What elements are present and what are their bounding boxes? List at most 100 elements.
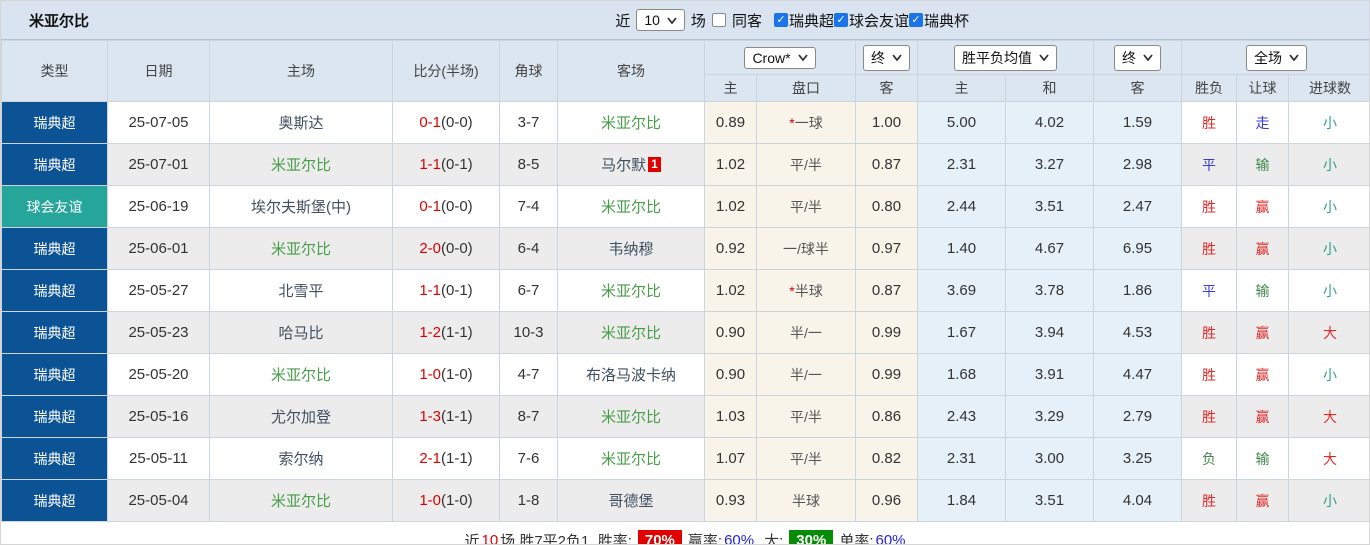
- home-team-link[interactable]: 米亚尔比: [270, 493, 331, 510]
- handicap-text: 半/一: [790, 324, 822, 341]
- result-goals-mark: 大: [1323, 408, 1338, 425]
- match-row: 瑞典超 25-05-20 米亚尔比 1-0(1-0) 4-7 布洛马波卡纳 0.90 半/一 0…: [1, 353, 1369, 396]
- home-team-link[interactable]: 埃尔夫斯堡(中): [251, 199, 351, 216]
- fulltime-score: 1-0: [419, 492, 441, 509]
- crown-home-odds: 0.93: [704, 479, 757, 522]
- home-team-link[interactable]: 米亚尔比: [270, 157, 331, 174]
- sub-header-avg-away: 客: [1093, 74, 1182, 102]
- date-cell: 25-05-04: [107, 479, 210, 522]
- home-team-link[interactable]: 尤尔加登: [270, 409, 331, 426]
- away-team-link[interactable]: 米亚尔比: [600, 451, 661, 468]
- result-handicap: 输: [1236, 143, 1289, 186]
- avg-time-value: 终: [1122, 49, 1136, 66]
- crown-home-odds: 1.07: [704, 437, 757, 480]
- fulltime-score: 2-1: [419, 450, 441, 467]
- away-team-link[interactable]: 马尔默: [601, 157, 647, 174]
- away-team-link[interactable]: 米亚尔比: [600, 283, 661, 300]
- league-2-checkbox[interactable]: ✓: [833, 13, 848, 27]
- avg-type-select[interactable]: 胜平负均值: [954, 44, 1057, 71]
- result-goals: 小: [1287, 143, 1369, 186]
- date-cell: 25-05-27: [107, 269, 210, 312]
- home-team-cell: 尤尔加登: [209, 395, 393, 438]
- handicap-text: *半球: [789, 282, 823, 299]
- home-team-link[interactable]: 哈马比: [278, 325, 324, 342]
- scope-select[interactable]: 全场: [1246, 44, 1308, 71]
- avg-home-odds: 2.43: [917, 395, 1006, 438]
- footer-summary: 场,胜7平2负1, 胜率:: [500, 532, 632, 545]
- home-team-link[interactable]: 米亚尔比: [270, 367, 331, 384]
- league-1-checkbox[interactable]: ✓: [773, 13, 788, 27]
- away-team-cell: 米亚尔比: [557, 101, 705, 144]
- avg-home-odds: 2.44: [917, 185, 1006, 228]
- handicap-text: 半/一: [790, 366, 822, 383]
- avg-away-odds: 1.59: [1093, 101, 1182, 144]
- handicap-cell: 半/一: [756, 311, 856, 354]
- result-handicap-mark: 赢: [1255, 408, 1270, 425]
- sub-header-wdl: 胜负: [1181, 74, 1237, 102]
- away-team-link[interactable]: 米亚尔比: [600, 199, 661, 216]
- result-handicap: 赢: [1236, 479, 1289, 522]
- crown-away-odds: 0.97: [855, 227, 918, 270]
- result-handicap: 输: [1236, 437, 1289, 480]
- result-goals: 大: [1287, 395, 1369, 438]
- home-team-link[interactable]: 北雪平: [278, 283, 324, 300]
- result-handicap-mark: 赢: [1255, 198, 1270, 215]
- league-type-cell: 瑞典超: [1, 311, 108, 354]
- home-team-link[interactable]: 索尔纳: [278, 451, 324, 468]
- score-cell: 1-1(0-1): [392, 269, 500, 312]
- odds-time-select[interactable]: 终: [863, 44, 910, 71]
- filter-league-3: ✓ 瑞典杯: [908, 10, 969, 31]
- match-row: 瑞典超 25-05-23 哈马比 1-2(1-1) 10-3 米亚尔比 0.90 半/一 0.9…: [1, 311, 1369, 354]
- result-handicap: 赢: [1236, 395, 1289, 438]
- avg-away-odds: 4.47: [1093, 353, 1182, 396]
- away-team-link[interactable]: 米亚尔比: [600, 325, 661, 342]
- result-goals-mark: 小: [1323, 114, 1338, 131]
- result-goals-mark: 小: [1323, 156, 1338, 173]
- avg-time-select[interactable]: 终: [1114, 44, 1161, 71]
- sub-header-avg-draw: 和: [1005, 74, 1094, 102]
- crown-away-odds: 0.96: [855, 479, 918, 522]
- match-row: 瑞典超 25-05-27 北雪平 1-1(0-1) 6-7 米亚尔比 1.02 *半球 0.87…: [1, 269, 1369, 312]
- crown-away-odds: 1.00: [855, 101, 918, 144]
- result-wdl: 胜: [1181, 395, 1237, 438]
- home-team-cell: 奥斯达: [209, 101, 393, 144]
- result-wdl: 胜: [1181, 311, 1237, 354]
- scope-value: 全场: [1254, 49, 1283, 66]
- handicap-cell: 平/半: [756, 143, 856, 186]
- chevron-down-icon: [892, 54, 902, 61]
- result-handicap-mark: 输: [1255, 282, 1270, 299]
- result-handicap-mark: 赢: [1255, 492, 1270, 509]
- home-team-link[interactable]: 米亚尔比: [270, 241, 331, 258]
- result-handicap: 赢: [1236, 227, 1289, 270]
- avg-draw-odds: 3.78: [1005, 269, 1094, 312]
- away-team-link[interactable]: 韦纳穆: [608, 241, 654, 258]
- odds-company-select[interactable]: Crow*: [744, 46, 816, 69]
- footer-count: 10: [481, 531, 499, 545]
- away-team-link[interactable]: 米亚尔比: [600, 409, 661, 426]
- avg-draw-odds: 3.27: [1005, 143, 1094, 186]
- result-wdl-mark: 胜: [1202, 492, 1216, 509]
- home-team-link[interactable]: 奥斯达: [278, 115, 324, 132]
- sub-header-goals: 进球数: [1287, 74, 1369, 102]
- result-wdl-mark: 胜: [1202, 324, 1216, 341]
- corner-cell: 8-5: [499, 143, 558, 186]
- sub-header-crown-away: 客: [855, 74, 918, 102]
- handicap-text: 平/半: [790, 408, 822, 425]
- crown-away-odds: 0.99: [855, 311, 918, 354]
- result-wdl-mark: 胜: [1202, 366, 1216, 383]
- league-3-checkbox[interactable]: ✓: [908, 13, 923, 27]
- same-away-checkbox[interactable]: [711, 13, 726, 27]
- match-row: 瑞典超 25-05-11 索尔纳 2-1(1-1) 7-6 米亚尔比 1.07 平/半 0.82…: [1, 437, 1369, 480]
- away-team-link[interactable]: 布洛马波卡纳: [585, 367, 676, 384]
- away-team-link[interactable]: 米亚尔比: [600, 115, 661, 132]
- away-team-link[interactable]: 哥德堡: [608, 493, 654, 510]
- date-cell: 25-05-23: [107, 311, 210, 354]
- home-team-cell: 米亚尔比: [209, 479, 393, 522]
- result-handicap: 输: [1236, 269, 1289, 312]
- sub-header-avg-home: 主: [917, 74, 1006, 102]
- away-team-cell: 米亚尔比: [557, 311, 705, 354]
- avg-draw-odds: 3.51: [1005, 479, 1094, 522]
- fulltime-score: 0-1: [419, 198, 441, 215]
- corner-cell: 6-7: [499, 269, 558, 312]
- match-count-select[interactable]: 10: [636, 9, 685, 31]
